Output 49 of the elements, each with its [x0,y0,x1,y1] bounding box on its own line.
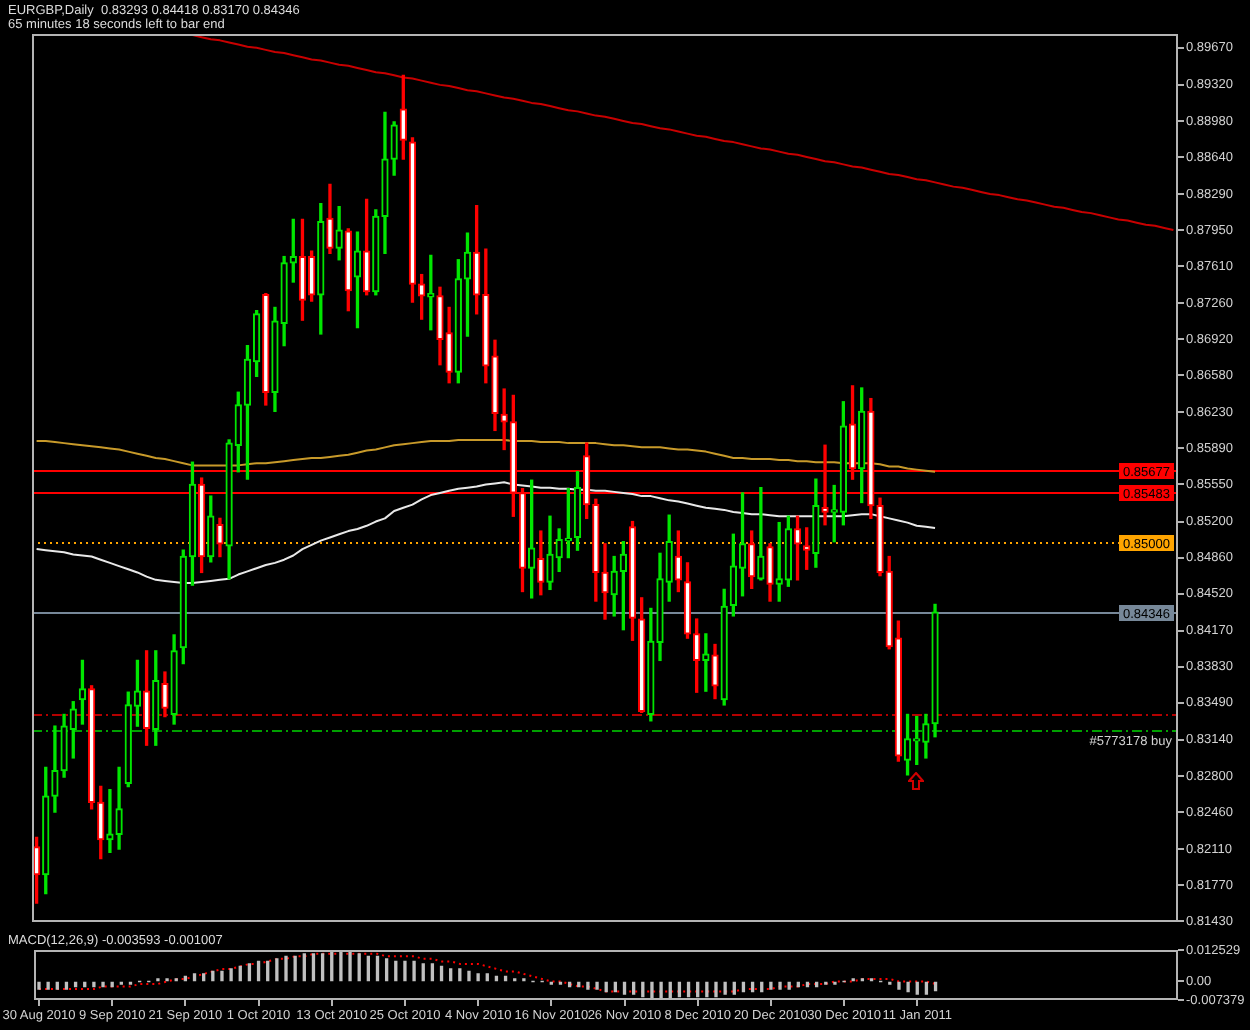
candlestick [903,713,912,776]
candlestick [729,533,738,617]
candlestick [766,543,774,602]
candlestick [298,218,307,321]
candlestick [922,713,930,759]
candlestick [711,643,719,700]
candlestick [289,218,297,283]
candlestick [638,597,646,713]
candlestick [803,527,811,570]
candlestick [399,74,407,160]
candlestick [262,293,270,406]
candlestick [344,228,352,312]
candlestick [693,618,701,693]
candlestick [839,401,848,526]
candlestick [32,836,41,904]
candlestick [858,387,866,504]
candlestick [78,659,87,725]
candlestick [42,766,50,895]
candlestick [51,725,59,813]
candlestick [573,471,582,551]
candlestick [793,515,802,581]
candlestick [546,515,554,591]
candlestick [142,650,151,746]
candlestick [528,479,536,599]
candlestick [115,766,123,850]
candlestick [628,520,637,641]
candlestick [152,650,160,746]
candlestick [417,273,426,320]
candlestick [317,202,325,335]
candlestick [390,121,398,176]
candlestick [757,486,765,581]
candlestick [161,671,169,718]
candlestick [748,530,756,589]
candlestick [784,515,793,587]
candlestick [674,530,682,593]
candlestick [454,259,462,384]
candlestick [931,603,939,738]
candlestick [500,388,508,451]
candlestick [436,286,444,366]
candlestick [408,137,417,303]
candlestick [326,183,334,255]
candlestick [812,478,820,568]
candlestick [702,633,710,692]
candlestick [537,530,545,596]
candlestick [216,517,224,558]
candlestick [335,206,343,261]
candlestick [683,562,692,639]
candlestick [720,588,728,706]
candlestick [170,634,178,725]
